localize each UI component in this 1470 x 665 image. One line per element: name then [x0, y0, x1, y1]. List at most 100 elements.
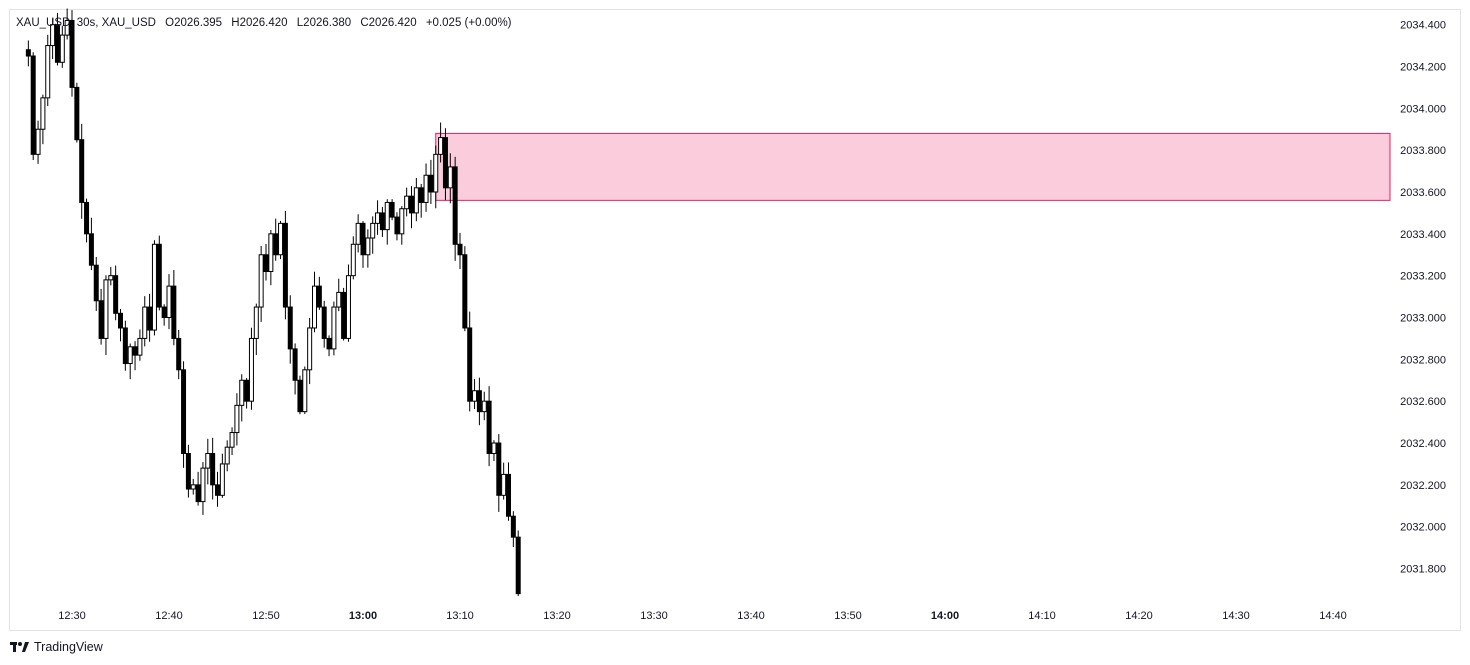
candle-body-up — [268, 233, 274, 272]
candle-body-up — [438, 137, 444, 155]
candle — [156, 235, 162, 311]
candle-body-up — [248, 337, 254, 402]
candle — [122, 320, 128, 371]
candle — [501, 462, 507, 500]
price-tick-label: 2033.200 — [1400, 271, 1446, 283]
candle — [195, 471, 201, 506]
candle-body-down — [74, 86, 80, 141]
candle-body-down — [113, 275, 119, 314]
candle — [98, 288, 104, 345]
candle — [79, 123, 85, 219]
candle-body-up — [365, 237, 371, 256]
candle — [200, 462, 206, 515]
candle — [370, 216, 376, 254]
candle — [316, 276, 322, 310]
time-tick-label: 14:00 — [931, 610, 959, 622]
candle-body-up — [108, 275, 114, 281]
candle — [234, 393, 240, 446]
candle-body-down — [156, 243, 162, 308]
candle-body-up — [258, 254, 264, 308]
price-axis[interactable]: 2034.400 2034.200 2034.000 2033.800 2033.600… — [1400, 20, 1446, 576]
candle-body-down — [341, 291, 347, 339]
price-tick-label: 2034.400 — [1400, 20, 1446, 32]
candle-body-up — [447, 166, 453, 189]
candle — [151, 240, 157, 336]
candle-body-up — [481, 400, 487, 413]
candle-body-up — [350, 243, 356, 277]
candle — [462, 246, 468, 332]
candle-body-down — [442, 137, 448, 189]
candle-body-down — [467, 327, 473, 402]
candle — [93, 256, 99, 311]
candle-body-down — [476, 390, 482, 413]
candle — [375, 200, 381, 235]
candle — [297, 375, 303, 415]
time-tick-label: 13:00 — [349, 610, 377, 622]
candle-body-up — [127, 346, 133, 365]
candle — [418, 183, 424, 218]
symbol-name[interactable]: XAU_USD, 30s, XAU_USD — [16, 17, 156, 29]
time-tick-label: 14:10 — [1028, 610, 1056, 622]
candle-body-down — [84, 201, 90, 235]
time-axis[interactable]: 12:30 12:40 12:50 13:00 13:10 13:20 13:30 13:40… — [58, 610, 1347, 622]
candle — [326, 335, 332, 357]
time-tick-label: 13:50 — [834, 610, 862, 622]
candle-body-up — [399, 208, 405, 235]
candle — [273, 218, 279, 261]
candle — [331, 301, 337, 356]
candle-body-down — [457, 243, 463, 256]
candle — [476, 377, 482, 426]
tradingview-brand[interactable]: TradingView — [10, 640, 103, 654]
candle — [350, 236, 356, 280]
candle — [481, 391, 487, 421]
time-tick-label: 13:10 — [446, 610, 474, 622]
candle-body-down — [316, 285, 322, 308]
ohlc-close: C2026.420 — [360, 17, 417, 29]
candle-body-down — [54, 24, 60, 63]
supply-zone-rect[interactable] — [435, 132, 1391, 201]
candle-body-up — [137, 337, 143, 356]
candle — [84, 198, 90, 243]
candle-body-up — [239, 379, 245, 406]
candle-body-up — [433, 153, 439, 193]
candle — [515, 530, 521, 597]
brand-name: TradingView — [34, 640, 103, 654]
price-tick-label: 2031.800 — [1400, 564, 1446, 576]
candle-body-up — [229, 432, 235, 448]
supply-zone-layer — [435, 132, 1391, 201]
candle — [142, 296, 148, 347]
candle — [379, 206, 385, 238]
candle — [127, 343, 133, 380]
candle-body-up — [151, 243, 157, 331]
candle — [118, 308, 123, 342]
candle — [384, 199, 390, 245]
candle — [171, 270, 177, 346]
candle — [30, 52, 36, 161]
candle-body-down — [379, 212, 385, 231]
candle — [248, 327, 254, 410]
candle-body-up — [302, 369, 308, 413]
candle-body-up — [219, 463, 225, 496]
candle — [69, 10, 75, 97]
candle-body-down — [69, 19, 75, 88]
candle-body-down — [321, 306, 327, 339]
candle — [25, 40, 31, 67]
candle — [312, 271, 317, 333]
candle — [467, 311, 473, 412]
candle-body-down — [210, 452, 216, 486]
candle — [239, 374, 245, 422]
price-tick-label: 2033.000 — [1400, 313, 1446, 325]
tradingview-logo-icon — [10, 642, 29, 652]
chart-frame[interactable] — [9, 9, 1461, 631]
candle — [40, 94, 46, 145]
candle-body-up — [501, 473, 507, 496]
candle — [394, 212, 400, 241]
candle — [35, 120, 41, 164]
candle — [45, 34, 51, 106]
candle-body-up — [45, 45, 51, 99]
candle-body-down — [515, 536, 521, 595]
candle — [161, 304, 167, 326]
candle-body-up — [234, 404, 240, 434]
candle — [360, 221, 366, 268]
